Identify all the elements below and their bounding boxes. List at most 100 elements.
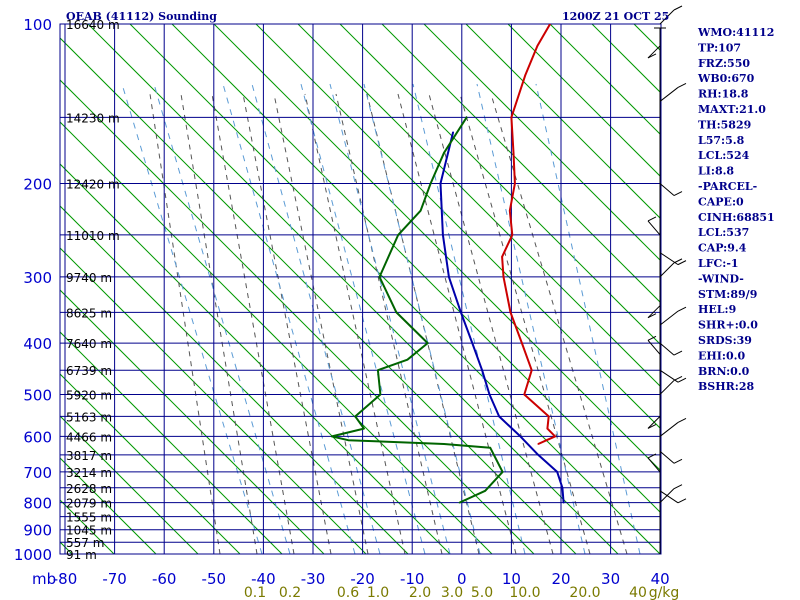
temperature-line-point bbox=[549, 24, 551, 25]
moist-adiabat-line bbox=[273, 93, 369, 555]
wind-barbs bbox=[647, 5, 687, 554]
moist-adiabat-line bbox=[149, 93, 221, 555]
temperature-line-point bbox=[509, 311, 512, 314]
mixing-ratio-label: g/kg bbox=[649, 585, 680, 600]
dry-adiabat-line bbox=[297, 24, 661, 388]
wind-barb bbox=[659, 342, 675, 356]
wind-barb-flag bbox=[647, 335, 657, 341]
temperature-tick-label: 40 bbox=[651, 570, 670, 588]
index-line: CAPE:0 bbox=[698, 195, 744, 208]
temperature-line-point bbox=[524, 74, 526, 77]
parcel-line-point bbox=[481, 369, 483, 372]
parcel-line-point bbox=[452, 131, 454, 133]
moist-adiabat-line bbox=[180, 93, 258, 555]
dewpoint-line-point bbox=[395, 311, 398, 314]
mixing-ratio-label: 2.0 bbox=[409, 585, 431, 600]
wind-barb bbox=[659, 450, 675, 464]
height-label: 6739 m bbox=[66, 364, 112, 378]
moist-adiabat-line bbox=[211, 93, 295, 555]
mixing-ratio-label: 0.1 bbox=[244, 585, 266, 600]
temperature-line-point bbox=[546, 427, 549, 430]
wind-barb bbox=[659, 183, 675, 196]
dewpoint-line-point bbox=[443, 443, 445, 445]
wind-barb bbox=[647, 339, 661, 355]
height-label: 2079 m bbox=[66, 497, 112, 511]
wind-barb-flag bbox=[673, 484, 683, 490]
index-line: LI:8.8 bbox=[698, 165, 734, 178]
dry-adiabat-line bbox=[213, 24, 661, 472]
temperature-line-point bbox=[510, 116, 513, 119]
parcel-line-point bbox=[488, 393, 491, 396]
temperature-tick-label: 10 bbox=[502, 570, 521, 588]
parcel-line-point bbox=[562, 501, 565, 504]
moist-adiabat-line bbox=[335, 93, 443, 555]
temperature-tick-label: -50 bbox=[202, 570, 227, 588]
mixing-ratio-label: 10.0 bbox=[509, 585, 540, 600]
moist-adiabat-line bbox=[366, 93, 480, 555]
mixing-ratio-line bbox=[412, 83, 526, 555]
dry-adiabat-line bbox=[60, 37, 577, 555]
pressure-axis-unit: mb bbox=[32, 570, 56, 588]
dewpoint-line-point bbox=[331, 435, 333, 438]
wind-barb-flag bbox=[673, 458, 683, 464]
height-label: 5920 m bbox=[66, 388, 112, 402]
mixing-ratio-label: 40 bbox=[629, 585, 647, 600]
wind-barb-flag bbox=[677, 498, 687, 504]
dewpoint-line-point bbox=[484, 490, 486, 492]
dewpoint-line-point bbox=[489, 446, 492, 449]
dewpoint-line bbox=[330, 116, 504, 504]
mixing-ratio-line bbox=[153, 83, 291, 555]
pressure-tick-label: 800 bbox=[23, 495, 52, 513]
temperature-line-point bbox=[502, 276, 505, 278]
temperature-tick-label: -10 bbox=[400, 570, 425, 588]
height-label: 91 m bbox=[66, 548, 97, 562]
height-label: 5163 m bbox=[66, 410, 112, 424]
temperature-line-point bbox=[501, 256, 503, 258]
height-label: 557 m bbox=[66, 536, 104, 550]
stability-indices-panel: WMO:41112 TP:107 FRZ:550 WB0:670 RH:18.8 MAXT… bbox=[697, 26, 775, 393]
wind-barb bbox=[659, 87, 679, 102]
temperature-line-point bbox=[536, 45, 539, 47]
temperature-line-point bbox=[509, 209, 511, 212]
dewpoint-line-point bbox=[429, 182, 432, 185]
mixing-ratio-label: 1.0 bbox=[367, 585, 389, 600]
sounding-datetime: 1200Z 21 OCT 25 bbox=[562, 10, 669, 23]
dewpoint-line-point bbox=[378, 276, 381, 278]
wind-barb-flag bbox=[677, 260, 687, 266]
index-line: EHI:0.0 bbox=[698, 349, 745, 362]
index-line: BRN:0.0 bbox=[698, 365, 750, 378]
index-line: L57:5.8 bbox=[698, 134, 745, 147]
index-line: LCL:537 bbox=[698, 226, 749, 239]
pressure-tick-label: 900 bbox=[23, 522, 52, 540]
temperature-line-point bbox=[523, 393, 526, 396]
dry-adiabat-line bbox=[60, 121, 493, 555]
index-line: HEL:9 bbox=[698, 303, 736, 316]
index-line: LFC:-1 bbox=[698, 257, 739, 270]
wind-barb-flag bbox=[647, 423, 657, 429]
dewpoint-line-point bbox=[363, 427, 365, 430]
wind-barb bbox=[659, 9, 675, 25]
wind-barb-flag bbox=[677, 417, 687, 423]
index-line: SHR+:0.0 bbox=[698, 319, 758, 332]
index-line: WB0:670 bbox=[697, 72, 755, 85]
pressure-tick-label: 500 bbox=[23, 386, 52, 404]
temperature-tick-label: -30 bbox=[301, 570, 326, 588]
dewpoint-line-point bbox=[501, 471, 504, 473]
dewpoint-line-point bbox=[354, 415, 357, 418]
height-label: 4466 m bbox=[66, 430, 112, 444]
index-line: WMO:41112 bbox=[697, 26, 774, 39]
temperature-tick-label: -20 bbox=[350, 570, 375, 588]
dry-adiabat-line bbox=[423, 24, 661, 262]
parcel-line bbox=[439, 131, 565, 503]
wind-barb-flag bbox=[677, 306, 687, 312]
temperature-line-point bbox=[521, 342, 523, 344]
temperature-line-point bbox=[511, 234, 514, 236]
mixing-ratio-label: 0.2 bbox=[279, 585, 301, 600]
temperature-tick-label: -80 bbox=[53, 570, 78, 588]
station-title: OEAB (41112) Sounding bbox=[66, 10, 217, 23]
height-label: 12420 m bbox=[66, 178, 120, 192]
height-label: 3817 m bbox=[66, 449, 112, 463]
